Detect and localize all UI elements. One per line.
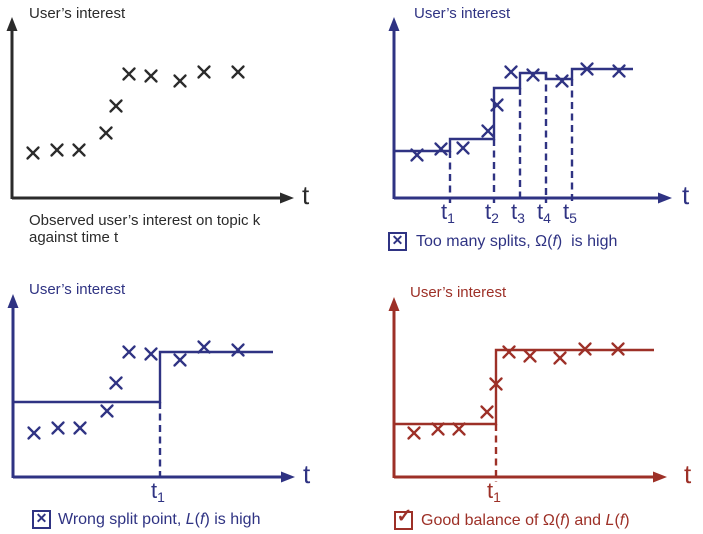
data-point-cross [27, 426, 41, 440]
data-point-cross [490, 98, 504, 112]
split-tick-label: t1 [151, 478, 165, 505]
data-point-cross [504, 65, 518, 79]
data-point-cross [431, 422, 445, 436]
data-point-cross [144, 347, 158, 361]
data-point-cross [612, 64, 626, 78]
panel-too-many-splits-title: User’s interest [414, 5, 511, 22]
step-function-line [394, 348, 654, 426]
data-point-cross [611, 342, 625, 356]
data-point-cross [578, 342, 592, 356]
data-point-cross [231, 65, 245, 79]
data-point-cross [73, 421, 87, 435]
data-point-cross [99, 126, 113, 140]
panel-observed-title: User’s interest [29, 5, 126, 22]
y-axis-arrow-icon [388, 17, 400, 31]
data-point-cross [109, 99, 123, 113]
data-point-cross [50, 143, 64, 157]
panel-too-many-splits-plot: t1 t2 t3 t4 t5 [388, 17, 672, 226]
split-tick-label: t2 [485, 199, 499, 226]
panel-wrong-split-title: User’s interest [29, 281, 126, 298]
panel-good-balance-plot: t1 [388, 297, 667, 505]
data-point-cross [480, 405, 494, 419]
data-point-cross [526, 68, 540, 82]
x-axis-arrow-icon [280, 192, 294, 204]
panel-observed-plot [6, 17, 294, 204]
panel-too-many-splits-x-axis-label: t [682, 180, 690, 210]
data-point-cross [51, 421, 65, 435]
data-point-cross [231, 343, 245, 357]
data-point-cross [122, 345, 136, 359]
data-point-cross [502, 345, 516, 359]
split-tick-label: t5 [563, 199, 577, 226]
panel-wrong-split-plot: t1 [7, 294, 295, 505]
data-point-cross [523, 349, 537, 363]
y-axis-arrow-icon [7, 294, 19, 308]
x-axis-arrow-icon [281, 471, 295, 483]
data-point-cross [173, 353, 187, 367]
data-point-cross [489, 377, 503, 391]
check-mark-glyph: ✓ [396, 506, 413, 527]
data-point-cross [407, 426, 421, 440]
panel-good-balance-x-axis-label: t [684, 459, 692, 489]
panel-observed-x-axis-label: t [302, 180, 310, 210]
data-point-cross [410, 148, 424, 162]
x-checkbox-icon: ✕ [32, 510, 51, 529]
panel-too-many-splits-caption: Too many splits, Ω(f) is high [416, 233, 618, 250]
x-axis-arrow-icon [658, 192, 672, 204]
split-tick-label: t4 [537, 199, 551, 226]
panel-wrong-split-x-axis-label: t [303, 459, 311, 489]
step-function-line [13, 350, 273, 404]
x-mark-glyph: ✕ [35, 510, 48, 526]
step-function-line [394, 67, 633, 153]
panel-wrong-split-caption: Wrong split point, L(f) is high [58, 511, 261, 528]
data-point-cross [26, 146, 40, 160]
split-tick-label: t3 [511, 199, 525, 226]
split-tick-label: t1 [487, 478, 501, 505]
data-point-cross [456, 141, 470, 155]
split-tick-label: t1 [441, 199, 455, 226]
data-point-cross [144, 69, 158, 83]
data-point-cross [173, 74, 187, 88]
data-point-cross [197, 65, 211, 79]
data-point-cross [72, 143, 86, 157]
x-mark-glyph: ✕ [391, 232, 404, 248]
panel-good-balance-caption: Good balance of Ω(f) and L(f) [421, 512, 630, 529]
data-point-cross [555, 74, 569, 88]
data-point-cross [434, 142, 448, 156]
x-checkbox-icon: ✕ [388, 232, 407, 251]
data-point-cross [452, 422, 466, 436]
panel-observed-caption: Observed user’s interest on topic k agai… [29, 212, 261, 246]
x-axis-arrow-icon [653, 471, 667, 483]
data-point-cross [553, 351, 567, 365]
y-axis-arrow-icon [6, 17, 18, 31]
check-checkbox-icon: ✓ [394, 506, 413, 530]
data-point-cross [109, 376, 123, 390]
panel-good-balance-title: User’s interest [410, 284, 507, 301]
data-point-cross [100, 404, 114, 418]
data-point-cross [580, 62, 594, 76]
y-axis-arrow-icon [388, 297, 400, 311]
data-point-cross [197, 340, 211, 354]
data-point-cross [122, 67, 136, 81]
data-point-cross [481, 124, 495, 138]
